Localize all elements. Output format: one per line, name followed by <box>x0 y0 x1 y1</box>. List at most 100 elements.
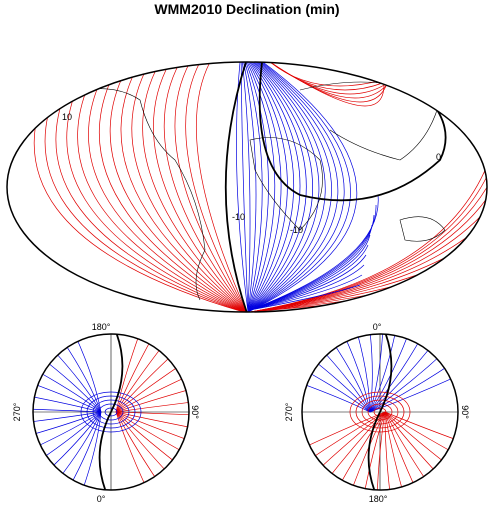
contour <box>131 62 248 312</box>
polar-label: 270° <box>284 402 294 421</box>
contour <box>249 229 487 312</box>
contour <box>355 395 405 429</box>
contour <box>369 334 412 413</box>
zero-line <box>379 334 393 413</box>
contour <box>33 62 248 312</box>
contour <box>247 62 332 312</box>
contour <box>185 62 248 312</box>
contour <box>247 62 358 312</box>
contour <box>249 157 487 312</box>
contour <box>92 399 130 425</box>
contour <box>247 62 307 312</box>
polar-label: 270° <box>12 402 22 421</box>
contour <box>376 411 386 490</box>
contour <box>361 399 399 425</box>
zero-line <box>224 62 248 312</box>
contour <box>142 62 248 312</box>
zero-line <box>110 334 124 413</box>
contour <box>384 411 442 479</box>
contour <box>249 181 487 312</box>
polar-border <box>32 333 190 491</box>
polar-label: 90° <box>460 405 470 419</box>
contour <box>249 284 361 311</box>
contour <box>33 394 102 413</box>
contour <box>384 411 431 487</box>
contour <box>115 340 167 413</box>
coast <box>59 88 206 301</box>
contour <box>115 334 143 413</box>
contour <box>249 289 487 312</box>
polar-label: 0° <box>97 494 106 504</box>
contour <box>98 62 248 312</box>
contour <box>247 62 320 312</box>
contour <box>247 62 294 312</box>
zero-line <box>258 62 447 202</box>
polar-label: 180° <box>369 494 388 504</box>
contour <box>98 403 124 421</box>
contour <box>67 411 102 490</box>
contour <box>115 350 178 413</box>
coast <box>249 137 323 231</box>
contour <box>195 62 248 312</box>
contour <box>33 408 102 413</box>
contour <box>115 411 150 490</box>
contour <box>369 334 384 413</box>
contour <box>109 62 248 312</box>
contour <box>242 62 251 312</box>
north-polar-map <box>33 334 189 490</box>
contour <box>115 411 162 487</box>
contour <box>384 411 458 456</box>
contour <box>240 62 249 312</box>
map-border <box>6 61 488 313</box>
contour <box>245 62 269 312</box>
south-polar-map <box>302 334 458 490</box>
main-map <box>33 62 487 312</box>
contour <box>55 62 248 312</box>
zero-line <box>367 411 381 490</box>
contour <box>153 62 248 312</box>
contour <box>77 62 248 312</box>
contour <box>247 62 339 312</box>
contour <box>249 234 371 311</box>
contour-label: 0 <box>436 152 441 162</box>
contour <box>247 62 345 312</box>
contour <box>249 254 367 311</box>
contour <box>104 407 118 417</box>
contour <box>247 62 326 312</box>
contour <box>313 411 386 474</box>
contour <box>246 62 276 312</box>
contour-label: -10 <box>232 212 245 222</box>
contour <box>243 62 257 312</box>
contour <box>249 244 369 311</box>
contour <box>369 373 458 413</box>
contour <box>247 62 313 312</box>
contour <box>249 274 363 311</box>
polar-label: 90° <box>190 405 200 419</box>
contour <box>384 411 392 490</box>
contour <box>373 407 387 417</box>
contour <box>120 62 248 312</box>
contour <box>368 334 373 413</box>
contour <box>163 62 248 312</box>
contour-label: -10 <box>290 225 303 235</box>
contour <box>249 264 365 311</box>
contour <box>80 391 142 433</box>
contour <box>86 395 136 429</box>
zero-line <box>98 411 112 490</box>
contour-label: 10 <box>62 112 72 122</box>
contour <box>349 391 411 433</box>
contour <box>247 62 282 312</box>
contour <box>88 62 248 312</box>
contour <box>247 62 351 312</box>
contour <box>367 403 393 421</box>
coast <box>399 216 446 242</box>
polar-label: 0° <box>373 322 382 332</box>
contour <box>369 334 398 413</box>
coast <box>299 81 441 161</box>
contour <box>249 194 379 311</box>
contour <box>174 62 248 312</box>
contour <box>115 373 189 413</box>
polar-border <box>301 333 459 491</box>
contour <box>79 411 102 490</box>
